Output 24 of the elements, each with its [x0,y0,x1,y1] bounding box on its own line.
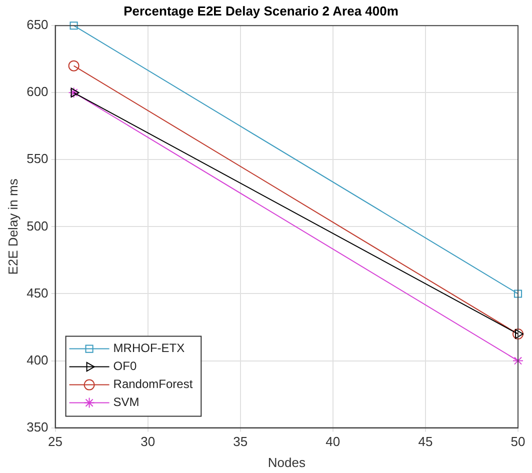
legend-label: RandomForest [113,377,194,392]
y-tick-label: 650 [26,17,48,32]
y-tick-label: 400 [26,352,48,368]
point [514,290,522,298]
legend-label: OF0 [113,359,137,374]
y-tick-label: 350 [26,419,48,434]
x-tick-label: 50 [510,434,526,450]
y-tick-label: 600 [26,84,48,100]
point [70,22,78,30]
x-tick-label: 25 [48,434,63,450]
point [68,60,80,72]
x-tick-label: 35 [233,434,248,450]
x-tick-label: 40 [326,434,340,450]
y-tick-label: 500 [26,218,48,234]
y-tick-label: 550 [26,151,48,166]
x-tick-label: 30 [140,434,156,450]
legend-label: SVM [113,395,140,410]
x-axis-title: Nodes [268,454,306,470]
chart-title: Percentage E2E Delay Scenario 2 Area 400m [124,3,398,18]
point [512,355,524,366]
legend-label: MRHOF-ETX [113,341,185,356]
y-tick-label: 450 [26,285,48,300]
y-axis-title: E2E Delay in ms [5,178,20,275]
x-tick-label: 45 [418,434,433,450]
